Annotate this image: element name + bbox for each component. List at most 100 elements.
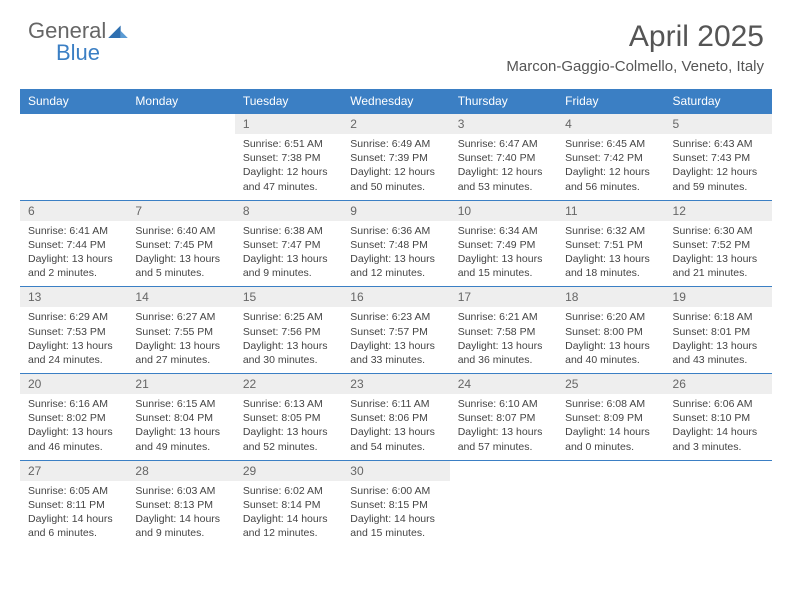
sunrise-line: Sunrise: 6:15 AM [135,397,226,411]
sunrise-line: Sunrise: 6:11 AM [350,397,441,411]
sunrise-line: Sunrise: 6:41 AM [28,224,119,238]
day-cell: Sunrise: 6:43 AMSunset: 7:43 PMDaylight:… [665,134,772,200]
day-cell: Sunrise: 6:10 AMSunset: 8:07 PMDaylight:… [450,394,557,460]
day-cell: Sunrise: 6:00 AMSunset: 8:15 PMDaylight:… [342,481,449,547]
day-number: 3 [450,114,557,135]
day-cell: Sunrise: 6:25 AMSunset: 7:56 PMDaylight:… [235,307,342,373]
day-cell: Sunrise: 6:08 AMSunset: 8:09 PMDaylight:… [557,394,664,460]
sunrise-line: Sunrise: 6:13 AM [243,397,334,411]
daylight-line: Daylight: 14 hours and 9 minutes. [135,512,226,540]
day-number: 1 [235,114,342,135]
sunrise-line: Sunrise: 6:38 AM [243,224,334,238]
daylight-line: Daylight: 14 hours and 0 minutes. [565,425,656,453]
day-number: 12 [665,200,772,221]
title-block: April 2025 Marcon-Gaggio-Colmello, Venet… [506,20,764,75]
daylight-line: Daylight: 13 hours and 36 minutes. [458,339,549,367]
empty-day-number [450,460,557,481]
day-number: 17 [450,287,557,308]
sunrise-line: Sunrise: 6:32 AM [565,224,656,238]
empty-day-number [665,460,772,481]
day-cell: Sunrise: 6:18 AMSunset: 8:01 PMDaylight:… [665,307,772,373]
daylight-line: Daylight: 12 hours and 59 minutes. [673,165,764,193]
day-cell: Sunrise: 6:40 AMSunset: 7:45 PMDaylight:… [127,221,234,287]
empty-day-cell [127,134,234,200]
empty-day-cell [20,134,127,200]
sunset-line: Sunset: 8:07 PM [458,411,549,425]
day-cell: Sunrise: 6:49 AMSunset: 7:39 PMDaylight:… [342,134,449,200]
daylight-line: Daylight: 13 hours and 33 minutes. [350,339,441,367]
sunrise-line: Sunrise: 6:16 AM [28,397,119,411]
day-cell: Sunrise: 6:23 AMSunset: 7:57 PMDaylight:… [342,307,449,373]
sunset-line: Sunset: 8:00 PM [565,325,656,339]
day-number: 15 [235,287,342,308]
daylight-line: Daylight: 13 hours and 5 minutes. [135,252,226,280]
day-number: 30 [342,460,449,481]
page-header: GeneralBlue April 2025 Marcon-Gaggio-Col… [0,0,792,83]
logo-text-1: General [28,20,106,42]
day-number-row: 20212223242526 [20,374,772,395]
sunset-line: Sunset: 7:47 PM [243,238,334,252]
day-number: 10 [450,200,557,221]
day-cell: Sunrise: 6:51 AMSunset: 7:38 PMDaylight:… [235,134,342,200]
day-number: 6 [20,200,127,221]
sunset-line: Sunset: 7:44 PM [28,238,119,252]
day-number: 22 [235,374,342,395]
empty-day-cell [450,481,557,547]
sunset-line: Sunset: 7:42 PM [565,151,656,165]
day-cell: Sunrise: 6:32 AMSunset: 7:51 PMDaylight:… [557,221,664,287]
daylight-line: Daylight: 13 hours and 49 minutes. [135,425,226,453]
sunrise-line: Sunrise: 6:49 AM [350,137,441,151]
sunset-line: Sunset: 7:57 PM [350,325,441,339]
day-cell: Sunrise: 6:05 AMSunset: 8:11 PMDaylight:… [20,481,127,547]
day-content-row: Sunrise: 6:41 AMSunset: 7:44 PM Daylight:… [20,221,772,287]
day-cell: Sunrise: 6:41 AMSunset: 7:44 PMDaylight:… [20,221,127,287]
daylight-line: Daylight: 12 hours and 53 minutes. [458,165,549,193]
logo: GeneralBlue [28,20,128,64]
day-cell: Sunrise: 6:45 AMSunset: 7:42 PMDaylight:… [557,134,664,200]
day-number: 13 [20,287,127,308]
sunset-line: Sunset: 7:52 PM [673,238,764,252]
sunset-line: Sunset: 8:11 PM [28,498,119,512]
day-content-row: Sunrise: 6:05 AMSunset: 8:11 PMDaylight:… [20,481,772,547]
day-number-row: 13141516171819 [20,287,772,308]
day-cell: Sunrise: 6:30 AMSunset: 7:52 PMDaylight:… [665,221,772,287]
weekday-header: Saturday [665,89,772,114]
logo-text-2: Blue [56,42,128,64]
day-cell: Sunrise: 6:27 AMSunset: 7:55 PMDaylight:… [127,307,234,373]
logo-triangle-icon [108,20,128,42]
sunset-line: Sunset: 7:40 PM [458,151,549,165]
day-cell: Sunrise: 6:29 AMSunset: 7:53 PMDaylight:… [20,307,127,373]
daylight-line: Daylight: 13 hours and 9 minutes. [243,252,334,280]
day-number: 23 [342,374,449,395]
day-cell: Sunrise: 6:36 AMSunset: 7:48 PMDaylight:… [342,221,449,287]
empty-day-number [127,114,234,135]
sunrise-line: Sunrise: 6:06 AM [673,397,764,411]
day-number: 19 [665,287,772,308]
daylight-line: Daylight: 14 hours and 6 minutes. [28,512,119,540]
sunset-line: Sunset: 7:49 PM [458,238,549,252]
day-number: 16 [342,287,449,308]
sunset-line: Sunset: 7:53 PM [28,325,119,339]
daylight-line: Daylight: 13 hours and 52 minutes. [243,425,334,453]
sunrise-line: Sunrise: 6:27 AM [135,310,226,324]
sunset-line: Sunset: 8:06 PM [350,411,441,425]
sunrise-line: Sunrise: 6:29 AM [28,310,119,324]
day-cell: Sunrise: 6:20 AMSunset: 8:00 PMDaylight:… [557,307,664,373]
sunrise-line: Sunrise: 6:05 AM [28,484,119,498]
daylight-line: Daylight: 12 hours and 47 minutes. [243,165,334,193]
weekday-header: Tuesday [235,89,342,114]
sunrise-line: Sunrise: 6:23 AM [350,310,441,324]
sunset-line: Sunset: 8:02 PM [28,411,119,425]
day-cell: Sunrise: 6:13 AMSunset: 8:05 PMDaylight:… [235,394,342,460]
sunset-line: Sunset: 8:14 PM [243,498,334,512]
day-number: 27 [20,460,127,481]
sunset-line: Sunset: 8:04 PM [135,411,226,425]
sunset-line: Sunset: 8:13 PM [135,498,226,512]
sunset-line: Sunset: 7:56 PM [243,325,334,339]
daylight-line: Daylight: 13 hours and 43 minutes. [673,339,764,367]
daylight-line: Daylight: 13 hours and 40 minutes. [565,339,656,367]
day-content-row: Sunrise: 6:16 AMSunset: 8:02 PM Daylight:… [20,394,772,460]
sunset-line: Sunset: 8:05 PM [243,411,334,425]
sunrise-line: Sunrise: 6:02 AM [243,484,334,498]
day-number-row: 27282930 [20,460,772,481]
